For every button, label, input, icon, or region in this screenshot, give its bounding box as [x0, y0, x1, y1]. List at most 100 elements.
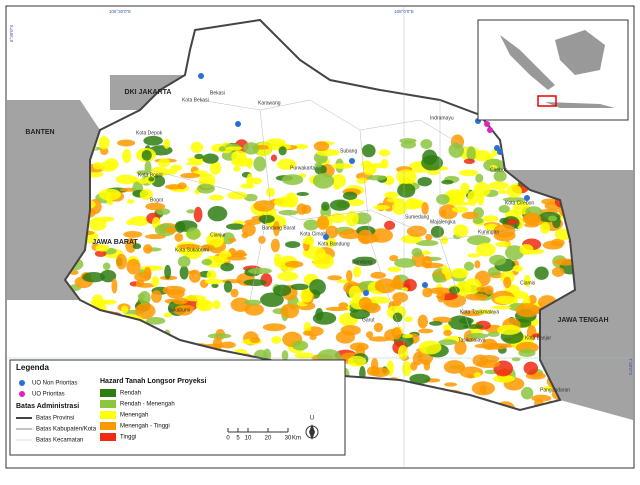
- hazard-patch: [429, 321, 443, 326]
- legend-symbol: [19, 380, 25, 386]
- hazard-patch: [115, 174, 137, 185]
- hazard-patch: [466, 146, 476, 162]
- uo-point: [235, 121, 241, 127]
- hazard-patch: [356, 177, 368, 184]
- hazard-patch: [148, 176, 155, 182]
- hazard-patch: [98, 188, 121, 201]
- hazard-patch: [179, 265, 189, 280]
- legend-title: Legenda: [16, 363, 49, 372]
- hazard-patch: [331, 174, 347, 188]
- province: [65, 20, 575, 410]
- hazard-patch: [251, 177, 262, 185]
- city-label: Kota Banjar: [525, 335, 551, 341]
- hazard-patch: [302, 237, 314, 245]
- hazard-patch: [226, 256, 247, 261]
- hazard-patch: [349, 309, 371, 319]
- hazard-patch: [218, 250, 232, 262]
- hazard-patch: [427, 170, 440, 175]
- hazard-patch: [348, 285, 362, 301]
- legend-box: [9, 359, 346, 456]
- hazard-patch: [206, 232, 225, 248]
- region-label: JAWA TENGAH: [557, 317, 608, 324]
- region-label: JAWA BARAT: [92, 239, 138, 246]
- hazard-patch: [135, 283, 156, 288]
- hazard-patch: [374, 278, 397, 294]
- hazard-patch: [523, 361, 539, 375]
- hazard-patch: [491, 305, 512, 310]
- hazard-patch: [125, 237, 137, 253]
- hazard-patch: [273, 284, 292, 297]
- hazard-patch: [463, 261, 475, 271]
- hazard-patch: [444, 267, 453, 281]
- hazard-patch: [206, 270, 217, 280]
- hazard-patch: [510, 290, 529, 299]
- hazard-patch: [174, 233, 184, 242]
- hazard-patch: [346, 269, 353, 282]
- hazard-patch: [225, 223, 245, 230]
- hazard-patch: [176, 304, 195, 311]
- city-label: Kota Cirebon: [505, 200, 534, 206]
- hazard-patch: [207, 333, 232, 339]
- inset-land: [545, 102, 615, 108]
- hazard-patch: [145, 202, 166, 211]
- city-label: Bandung: [352, 259, 372, 265]
- hazard-patch: [284, 192, 299, 208]
- hazard-patch: [411, 247, 423, 257]
- city-label: Pangandaran: [540, 387, 570, 393]
- city-label: Sumedang: [405, 214, 429, 220]
- hazard-patch: [511, 357, 521, 362]
- hazard-patch: [248, 267, 272, 275]
- hazard-patch: [473, 182, 491, 197]
- hazard-patch: [186, 227, 201, 240]
- hazard-patch: [340, 325, 361, 336]
- hazard-patch: [126, 219, 135, 226]
- legend-label: Menengah: [120, 413, 148, 419]
- hazard-patch: [401, 287, 409, 292]
- city-label: Kuningan: [478, 229, 499, 235]
- hazard-patch: [448, 142, 465, 158]
- hazard-patch: [473, 309, 495, 315]
- region-label: BANTEN: [25, 129, 54, 136]
- hazard-patch: [151, 290, 162, 303]
- hazard-patch: [404, 198, 421, 210]
- inset-map: [477, 19, 629, 121]
- hazard-patch: [338, 302, 349, 309]
- north-arrow: [309, 424, 315, 440]
- hazard-patch: [280, 303, 300, 319]
- hazard-patch: [302, 330, 313, 336]
- hazard-patch: [165, 227, 177, 234]
- hazard-patch: [211, 283, 219, 289]
- hazard-patch: [249, 336, 261, 344]
- hazard-patch: [347, 355, 367, 367]
- hazard-patch: [389, 254, 399, 262]
- hazard-patch: [489, 181, 509, 190]
- legend-label: Rendah - Menengah: [120, 402, 175, 408]
- scale-label: 0: [226, 436, 230, 442]
- city-label: Ciamis: [520, 280, 536, 286]
- hazard-patch: [458, 169, 479, 177]
- hazard-patch: [422, 255, 432, 269]
- hazard-patch: [346, 198, 365, 207]
- scale-bar: 0 5 10 20 30 Km: [226, 428, 301, 442]
- hazard-patch: [492, 374, 515, 383]
- hazard-patch: [432, 272, 444, 283]
- hazard-patch: [450, 268, 469, 279]
- legend-label: Rendah: [120, 391, 141, 397]
- hazard-patch: [392, 200, 408, 215]
- uo-point: [484, 121, 490, 127]
- hazard-patch: [430, 225, 444, 238]
- hazard-patch: [404, 316, 413, 323]
- hazard-patch: [422, 359, 431, 366]
- hazard-patch: [100, 269, 117, 283]
- hazard-patch: [285, 260, 304, 268]
- hazard-patch: [471, 381, 495, 396]
- city-label: Kota Bandung: [318, 241, 350, 247]
- hazard-patch: [158, 158, 171, 168]
- hazard-patch: [444, 382, 458, 387]
- legend-label: Batas Provinsi: [36, 416, 74, 422]
- hazard-patch: [367, 296, 390, 304]
- hazard-patch: [209, 161, 222, 175]
- hazard-patch: [459, 182, 470, 195]
- hazard-patch: [384, 220, 396, 231]
